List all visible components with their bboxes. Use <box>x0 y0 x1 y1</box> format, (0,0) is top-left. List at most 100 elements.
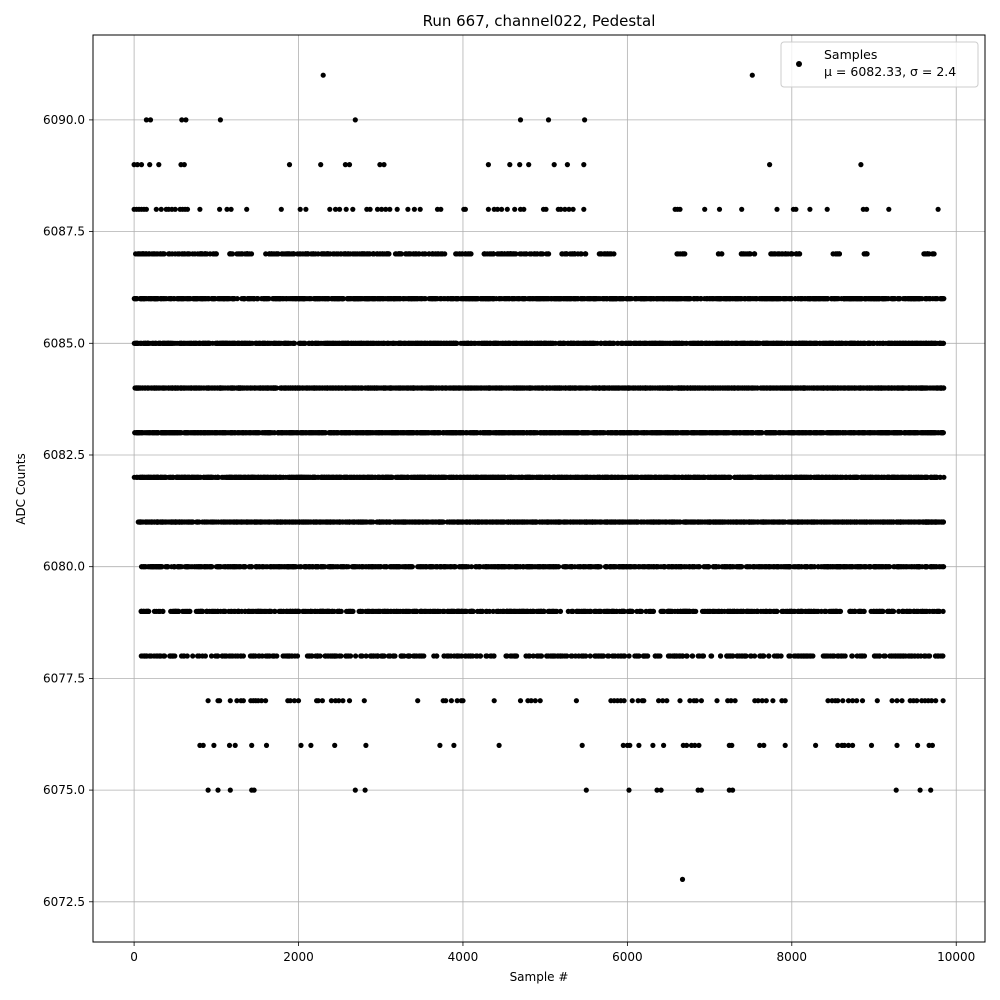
data-point <box>511 251 517 257</box>
data-point <box>438 206 444 212</box>
data-point <box>641 385 648 391</box>
data-point <box>885 340 892 346</box>
data-point <box>411 206 417 212</box>
data-point <box>940 385 946 391</box>
data-point <box>144 340 150 346</box>
data-point <box>283 340 289 346</box>
data-point <box>314 385 320 391</box>
data-point <box>416 251 422 257</box>
data-point <box>741 340 747 346</box>
data-point <box>928 385 934 391</box>
data-point <box>558 206 564 212</box>
data-point <box>768 251 774 257</box>
data-point <box>228 206 234 212</box>
data-point <box>332 206 339 212</box>
data-point <box>753 296 759 302</box>
data-point <box>896 296 902 302</box>
data-point <box>229 296 235 302</box>
data-point <box>334 296 340 302</box>
data-point <box>685 296 691 302</box>
data-point <box>527 296 533 302</box>
data-point <box>470 296 476 302</box>
data-point <box>526 385 532 391</box>
data-point <box>191 340 197 346</box>
data-point <box>387 206 393 212</box>
data-point <box>386 385 392 391</box>
data-point <box>492 340 498 346</box>
data-point <box>516 296 522 302</box>
data-point <box>599 296 606 302</box>
data-point <box>578 385 584 391</box>
data-point <box>705 340 711 346</box>
data-point <box>211 251 217 257</box>
data-point <box>610 296 616 302</box>
data-point <box>194 296 200 302</box>
data-point <box>846 385 852 391</box>
data-point <box>374 206 381 212</box>
data-point <box>675 340 681 346</box>
data-point <box>343 206 349 212</box>
data-point <box>481 251 487 257</box>
data-point <box>217 296 223 302</box>
data-point <box>584 385 590 391</box>
data-point <box>517 117 524 123</box>
data-point <box>442 251 448 257</box>
data-point <box>532 251 538 257</box>
data-point <box>894 340 900 346</box>
data-point <box>581 206 587 212</box>
data-point <box>537 251 543 257</box>
data-point <box>261 385 267 391</box>
data-point <box>134 162 140 168</box>
data-point <box>324 251 330 257</box>
data-point <box>168 296 174 302</box>
data-point <box>234 385 240 391</box>
data-point <box>371 385 377 391</box>
data-point <box>227 251 233 257</box>
data-point <box>604 251 610 257</box>
data-point <box>264 340 270 346</box>
data-point <box>834 296 840 302</box>
data-point <box>337 385 343 391</box>
data-point <box>562 206 568 212</box>
data-point <box>696 385 702 391</box>
data-point <box>441 296 447 302</box>
data-point <box>410 385 416 391</box>
data-point <box>278 206 284 212</box>
data-point <box>779 385 785 391</box>
data-point <box>765 296 771 302</box>
data-point <box>916 296 923 302</box>
data-point <box>148 296 154 302</box>
data-point <box>523 251 529 257</box>
data-point <box>540 385 546 391</box>
data-point <box>244 206 250 212</box>
data-point <box>788 296 794 302</box>
data-point <box>932 296 938 302</box>
data-point <box>563 251 569 257</box>
data-point <box>635 296 641 302</box>
data-point <box>151 251 157 257</box>
data-point <box>931 251 937 257</box>
data-point <box>215 340 221 346</box>
data-point <box>293 385 299 391</box>
data-point <box>667 385 673 391</box>
data-point <box>545 251 551 257</box>
data-point <box>465 251 471 257</box>
data-point <box>452 340 458 346</box>
data-point <box>315 251 321 257</box>
data-point <box>504 385 510 391</box>
data-point <box>499 206 505 212</box>
data-point <box>793 206 799 212</box>
data-point <box>504 251 510 257</box>
data-point <box>346 296 352 302</box>
data-point <box>725 296 731 302</box>
data-point <box>601 340 608 346</box>
data-point <box>147 162 153 168</box>
data-point <box>900 385 906 391</box>
data-point <box>707 296 713 302</box>
data-point <box>244 251 250 257</box>
data-point <box>365 340 371 346</box>
data-point <box>357 340 363 346</box>
data-point <box>146 251 152 257</box>
